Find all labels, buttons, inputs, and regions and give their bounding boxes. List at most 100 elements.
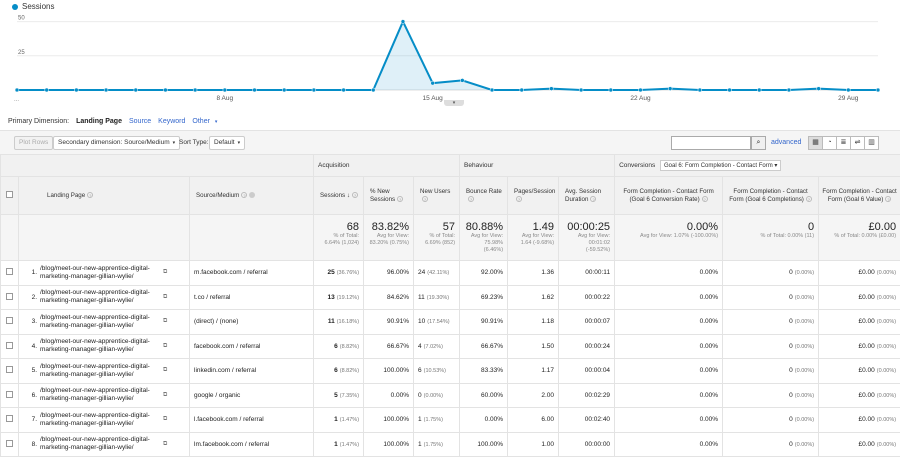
external-link-icon[interactable]: ⧉: [163, 391, 168, 398]
report-toolbar: Plot Rows Secondary dimension: Source/Me…: [0, 130, 900, 154]
col-sessions[interactable]: Sessions ↓?: [313, 176, 365, 215]
landing-page-link[interactable]: /blog/meet-our-new-apprentice-digital-ma…: [40, 387, 150, 403]
new-users-cell: 24 (42.11%): [413, 260, 461, 286]
pivot-view-icon[interactable]: ▥: [864, 136, 879, 150]
row-rank: 7.: [31, 416, 37, 424]
help-icon[interactable]: ?: [701, 195, 708, 202]
help-icon[interactable]: ?: [590, 195, 597, 202]
sort-type-dropdown[interactable]: Default ▾: [209, 136, 246, 150]
external-link-icon[interactable]: ⧉: [163, 293, 168, 300]
source-medium-cell[interactable]: t.co / referral: [188, 284, 315, 310]
landing-page-link[interactable]: /blog/meet-our-new-apprentice-digital-ma…: [40, 289, 150, 305]
row-checkbox[interactable]: [6, 341, 13, 349]
col-sessions-label: Sessions: [320, 191, 346, 199]
help-icon[interactable]: ?: [885, 195, 892, 202]
external-link-icon[interactable]: ⧉: [163, 440, 168, 447]
row-rank: 2.: [31, 293, 37, 301]
help-icon[interactable]: ?: [397, 195, 404, 202]
legend-label: Sessions: [22, 2, 55, 11]
row-checkbox[interactable]: [6, 292, 13, 300]
column-header-row: Landing Page? Source/Medium? Sessions ↓?…: [0, 176, 900, 215]
source-medium-cell[interactable]: m.facebook.com / referral: [188, 260, 315, 286]
source-medium-cell[interactable]: l.facebook.com / referral: [188, 407, 315, 433]
external-link-icon[interactable]: ⧉: [163, 367, 168, 374]
col-pages-session[interactable]: Pages/Session?: [507, 176, 560, 215]
bounce-rate-cell: 60.00%: [459, 382, 509, 408]
col-value[interactable]: Form Completion - Contact Form (Goal 6 V…: [818, 176, 900, 215]
external-link-icon[interactable]: ⧉: [163, 269, 168, 276]
total-sessions: 68% of Total: 6.64% (1,024): [313, 214, 365, 261]
new-users-cell: 10 (17.54%): [413, 309, 461, 335]
landing-page-link[interactable]: /blog/meet-our-new-apprentice-digital-ma…: [40, 264, 150, 280]
help-icon[interactable]: ?: [351, 191, 358, 198]
landing-page-link[interactable]: /blog/meet-our-new-apprentice-digital-ma…: [40, 436, 150, 452]
pie-view-icon[interactable]: ◔: [822, 136, 837, 150]
remove-dimension-icon[interactable]: [249, 191, 256, 198]
row-checkbox[interactable]: [6, 366, 13, 374]
col-landing-page[interactable]: Landing Page?: [18, 176, 190, 215]
goal-select-dropdown[interactable]: Goal 6: Form Completion - Contact Form ▾: [660, 160, 782, 171]
sort-desc-icon: ↓: [346, 191, 350, 199]
source-medium-cell[interactable]: facebook.com / referral: [188, 333, 315, 359]
select-all-checkbox[interactable]: [6, 190, 13, 198]
col-conv-rate[interactable]: Form Completion - Contact Form (Goal 6 C…: [614, 176, 724, 215]
row-checkbox[interactable]: [6, 390, 13, 398]
row-checkbox[interactable]: [6, 268, 13, 276]
chart-collapse-handle[interactable]: ▾: [444, 100, 464, 106]
comparison-view-icon[interactable]: ⇌: [850, 136, 865, 150]
row-checkbox[interactable]: [6, 317, 13, 325]
source-medium-cell[interactable]: google / organic: [188, 382, 315, 408]
new-sessions-cell: 90.91%: [363, 309, 415, 335]
help-icon[interactable]: ?: [422, 195, 429, 202]
sessions-point: [875, 87, 881, 93]
col-bounce-rate[interactable]: Bounce Rate?: [459, 176, 509, 215]
external-link-icon[interactable]: ⧉: [163, 342, 168, 349]
external-link-icon[interactable]: ⧉: [163, 318, 168, 325]
landing-page-link[interactable]: /blog/meet-our-new-apprentice-digital-ma…: [40, 313, 150, 329]
dimension-other[interactable]: Other ▾: [192, 118, 217, 125]
sessions-point: [697, 87, 703, 93]
dimension-landing-page[interactable]: Landing Page: [76, 118, 122, 125]
secondary-dimension-dropdown[interactable]: Secondary dimension: Source/Medium ▾: [53, 136, 181, 150]
source-medium-cell[interactable]: lm.facebook.com / referral: [188, 431, 315, 457]
plot-rows-button[interactable]: Plot Rows: [14, 136, 54, 150]
col-source-medium[interactable]: Source/Medium?: [188, 176, 315, 215]
row-select-cell: [0, 358, 19, 384]
search-icon[interactable]: ⌕: [751, 136, 766, 150]
new-sessions-cell: 96.00%: [363, 260, 415, 286]
pages-session-cell: 1.00: [507, 431, 560, 457]
external-link-icon[interactable]: ⧉: [163, 416, 168, 423]
completions-cell: 0 (0.00%): [722, 431, 820, 457]
help-icon[interactable]: ?: [805, 195, 812, 202]
new-sessions-cell: 100.00%: [363, 407, 415, 433]
dimension-source[interactable]: Source: [128, 118, 152, 125]
source-medium-cell[interactable]: (direct) / (none): [188, 309, 315, 335]
table-view-icon[interactable]: ▦: [808, 136, 823, 150]
dimension-keyword[interactable]: Keyword: [158, 118, 186, 125]
help-icon[interactable]: ?: [468, 195, 475, 202]
help-icon[interactable]: ?: [516, 195, 523, 202]
row-checkbox[interactable]: [6, 439, 13, 447]
landing-page-link[interactable]: /blog/meet-our-new-apprentice-digital-ma…: [40, 338, 150, 354]
col-new-users[interactable]: New Users?: [413, 176, 461, 215]
sessions-point: [400, 19, 406, 24]
performance-view-icon[interactable]: ≣: [836, 136, 851, 150]
landing-page-link[interactable]: /blog/meet-our-new-apprentice-digital-ma…: [40, 362, 150, 378]
table-search-input[interactable]: [671, 136, 751, 150]
x-tick-label: 22 Aug: [630, 95, 651, 102]
pages-session-cell: 1.62: [507, 284, 560, 310]
goal-select-value: Goal 6: Form Completion - Contact Form: [664, 163, 773, 169]
landing-page-link[interactable]: /blog/meet-our-new-apprentice-digital-ma…: [40, 411, 150, 427]
help-icon[interactable]: ?: [241, 191, 248, 198]
col-avg-duration[interactable]: Avg. Session Duration?: [558, 176, 616, 215]
source-medium-cell[interactable]: linkedin.com / referral: [188, 358, 315, 384]
bounce-rate-cell: 92.00%: [459, 260, 509, 286]
help-icon[interactable]: ?: [87, 191, 94, 198]
report-table: Acquisition Behaviour Conversions Goal 6…: [0, 154, 900, 457]
col-new-sessions[interactable]: % New Sessions?: [363, 176, 415, 215]
advanced-filter-link[interactable]: advanced: [771, 139, 802, 146]
row-checkbox[interactable]: [6, 415, 13, 423]
landing-page-cell: 2./blog/meet-our-new-apprentice-digital-…: [18, 284, 190, 310]
chart-legend[interactable]: Sessions: [12, 2, 54, 11]
col-completions[interactable]: Form Completion - Contact Form (Goal 6 C…: [722, 176, 820, 215]
